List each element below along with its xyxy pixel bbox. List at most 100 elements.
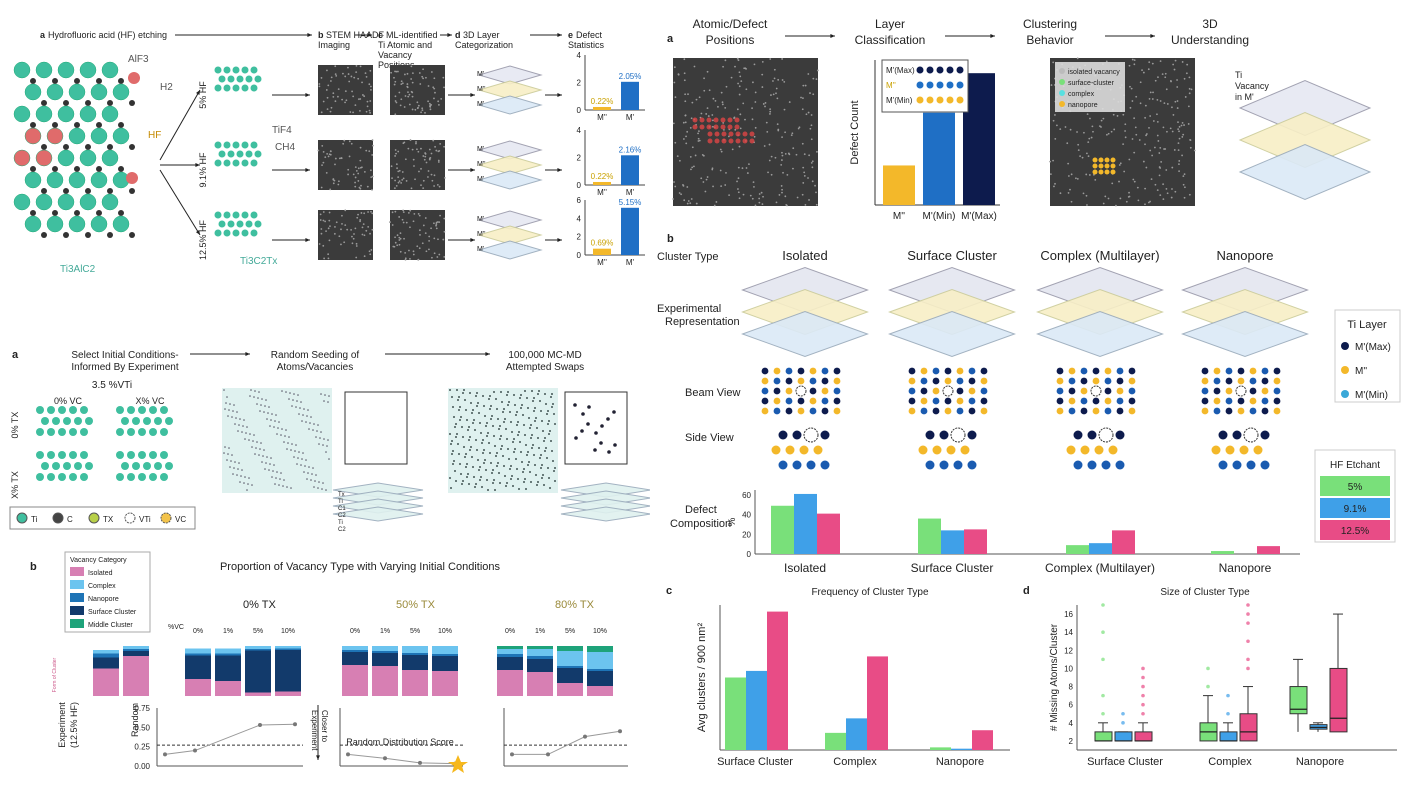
y-tick-label: 10 — [1064, 664, 1073, 673]
ti-atom — [218, 75, 226, 83]
atom-dot — [413, 165, 415, 167]
atom-dot — [438, 221, 441, 224]
atom-dot — [307, 472, 309, 474]
side-view-atom — [932, 445, 942, 455]
atom-dot — [777, 78, 780, 81]
vacancy-stack-segment — [215, 681, 241, 696]
atom-dot — [1181, 136, 1184, 138]
atom-dot — [1188, 76, 1191, 79]
vti-label: 3.5 %VTi — [92, 380, 132, 391]
atom-dot — [784, 195, 787, 198]
atom-dot — [534, 420, 536, 422]
atom-dot — [371, 212, 374, 215]
atom-dot — [497, 418, 499, 420]
stem-haadf-image — [318, 140, 373, 190]
atom-dot — [736, 108, 739, 111]
beam-view-atom — [1128, 377, 1136, 385]
atom-dot — [737, 166, 740, 169]
vacancy-stack-segment — [372, 651, 398, 653]
atom-dot — [493, 435, 495, 437]
beam-view-atom — [1068, 397, 1076, 405]
vc-tick-label: 1% — [380, 628, 390, 635]
atom-dot — [245, 432, 247, 434]
vacancy-stack-segment — [215, 655, 241, 681]
atom-dot — [711, 114, 714, 116]
atom-dot — [685, 135, 687, 138]
beam-view-atom — [1104, 407, 1112, 415]
beam-view-atom — [1116, 377, 1124, 385]
arrow-head — [305, 168, 310, 172]
beam-view-atom — [956, 367, 964, 375]
atom-dot — [1171, 106, 1173, 109]
atom-dot — [503, 408, 505, 410]
atom-dot — [415, 141, 417, 143]
step-title: Defect — [576, 30, 603, 40]
vc-tick-label: 5% — [410, 628, 420, 635]
atom-dot — [690, 117, 693, 120]
beam-view-atom — [908, 397, 916, 405]
atom-dot — [469, 449, 471, 451]
ti-atom — [250, 159, 258, 167]
atom-dot — [341, 214, 343, 217]
atom-dot — [442, 238, 445, 241]
beam-view-atom — [908, 387, 916, 395]
atom-dot — [325, 451, 327, 453]
atom-dot — [485, 425, 487, 427]
atom-dot — [498, 472, 500, 474]
atom-dot — [1154, 183, 1157, 186]
atom-dot — [359, 187, 362, 190]
panel-letter: b — [30, 561, 37, 573]
atom-dot — [489, 395, 491, 397]
atom-dot — [502, 411, 504, 413]
atom-dot — [486, 435, 488, 437]
atom-dot — [478, 469, 480, 471]
vacancy-stack-segment — [402, 670, 428, 696]
atom-dot — [1094, 178, 1097, 181]
product-label: Ti3C2Tx — [240, 256, 277, 267]
atom-dot — [804, 84, 807, 87]
atom-dot — [394, 149, 397, 151]
atom-dot — [424, 153, 427, 155]
atom-dot — [288, 398, 290, 400]
beam-view-atom — [1225, 397, 1233, 405]
y-tick-label: 6 — [577, 196, 582, 205]
atom-dot — [328, 458, 330, 460]
atom-dot — [816, 69, 819, 72]
ml-identified-image — [390, 210, 445, 260]
legend-label: C — [67, 515, 73, 524]
beam-view-atom — [1249, 397, 1257, 405]
legend-label: M'' — [886, 81, 896, 90]
atom-dot — [343, 241, 346, 244]
atom-dot — [1147, 201, 1150, 204]
atom-dot — [414, 178, 416, 181]
atom-dot — [802, 97, 804, 99]
atom-dot — [527, 451, 529, 453]
atom-dot — [406, 83, 409, 85]
outlier-point — [1141, 702, 1145, 707]
atom-dot — [327, 227, 330, 230]
ti-atom — [132, 417, 140, 425]
legend-dot — [1059, 90, 1065, 96]
vacancy-marker — [720, 117, 726, 123]
atom-dot — [280, 434, 282, 436]
c-atom — [96, 166, 102, 172]
ti-atom — [24, 215, 42, 233]
atom-dot — [354, 181, 356, 184]
atom-dot — [537, 481, 539, 483]
outlier-point — [1141, 675, 1145, 680]
atom-dot — [264, 468, 266, 470]
atom-dot — [266, 456, 268, 458]
step-title: Classification — [855, 33, 926, 47]
atom-dot — [812, 93, 815, 96]
atom-dot — [1165, 88, 1168, 91]
atom-dot — [547, 467, 549, 469]
atom-dot — [347, 73, 350, 75]
atom-dot — [810, 114, 813, 116]
atom-dot — [404, 251, 407, 254]
atom-dot — [1135, 95, 1138, 98]
atom-dot — [318, 443, 320, 445]
beam-view-atom — [1068, 407, 1076, 415]
atom-dot — [753, 135, 756, 138]
atom-dot — [351, 235, 353, 238]
